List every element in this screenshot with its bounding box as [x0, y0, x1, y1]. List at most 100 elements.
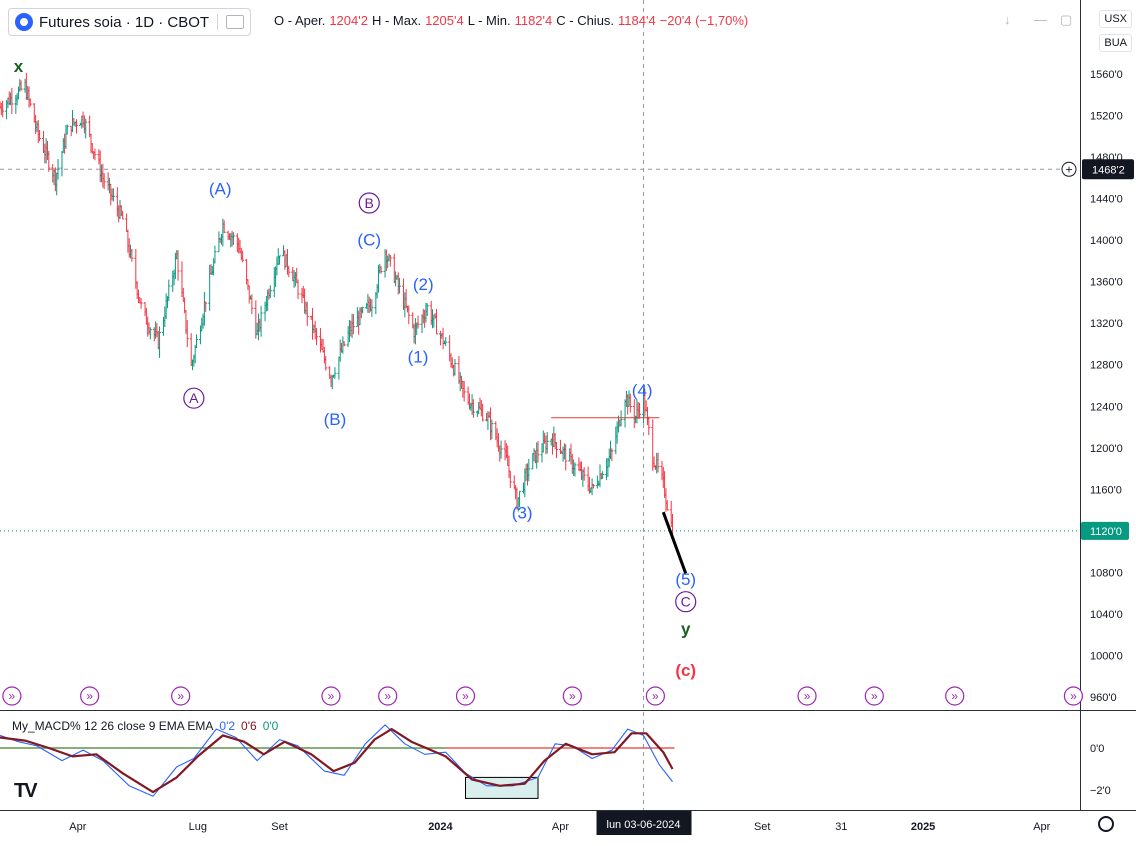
- wave-label: (2): [413, 275, 434, 294]
- macd-tick-label: −2'0: [1090, 785, 1111, 797]
- high-value: 1205'4: [425, 13, 464, 28]
- price-tick-label: 1560'0: [1090, 69, 1123, 81]
- low-label: L - Min.: [467, 13, 511, 28]
- event-marker-glyph: »: [86, 689, 93, 703]
- event-marker-icon[interactable]: [80, 686, 100, 706]
- event-marker-icon[interactable]: [171, 686, 191, 706]
- wave-label: (5): [675, 570, 696, 589]
- macd-value-3: 0'0: [262, 719, 279, 733]
- header-divider: [217, 14, 219, 30]
- event-marker-icon[interactable]: [455, 686, 476, 706]
- projection-line[interactable]: [661, 511, 688, 574]
- maximize-icon[interactable]: ▢: [1060, 12, 1073, 27]
- event-marker-glyph: »: [804, 689, 811, 703]
- time-tick-label: Set: [271, 821, 288, 833]
- gear-icon[interactable]: [1098, 816, 1114, 832]
- arrow-down-icon[interactable]: ↓: [1004, 12, 1011, 27]
- ohlc-readout: O - Aper. 1204'2 H - Max. 1205'4 L - Min…: [274, 13, 748, 28]
- event-marker-icon[interactable]: [645, 686, 665, 706]
- wave-label: (3): [512, 503, 533, 522]
- time-tick-label: Apr: [1033, 821, 1050, 833]
- wave-label: (4): [632, 381, 653, 400]
- price-tick-label: 1160'0: [1090, 484, 1122, 496]
- crosshair-price-badge: [1082, 159, 1134, 180]
- wave-label: B: [365, 195, 374, 211]
- event-marker-icon[interactable]: [864, 686, 884, 706]
- time-tick-label: 2024: [428, 821, 453, 833]
- event-marker-glyph: »: [1070, 689, 1077, 703]
- last-price-badge: [1081, 521, 1129, 540]
- unit-select[interactable]: BUA: [1099, 34, 1132, 52]
- wave-label: C: [681, 594, 691, 610]
- open-label: O - Aper.: [274, 13, 326, 28]
- crosshair-price-label: 1468'2: [1092, 164, 1125, 176]
- event-marker-icon[interactable]: [321, 686, 341, 706]
- macd-signal-line: [0, 728, 674, 794]
- compare-icon[interactable]: [226, 15, 245, 29]
- high-label: H - Max.: [371, 13, 422, 28]
- event-marker-glyph: »: [951, 689, 958, 703]
- low-value: 1182'4: [514, 13, 553, 28]
- change-value: −20'4 (−1,70%): [659, 13, 749, 28]
- event-marker-glyph: »: [569, 689, 576, 703]
- price-tick-label: 1080'0: [1090, 567, 1123, 579]
- price-tick-label: 1240'0: [1090, 401, 1123, 413]
- time-tick-label: Set: [754, 821, 771, 833]
- macd-value-1: 0'2: [219, 719, 236, 733]
- event-marker-glyph: »: [384, 689, 391, 703]
- open-value: 1204'2: [329, 13, 368, 28]
- macd-line: [0, 724, 673, 797]
- event-marker-icon[interactable]: [945, 686, 965, 706]
- wave-label: (B): [324, 410, 347, 429]
- close-label: C - Chius.: [556, 13, 615, 28]
- wave-label: (A): [209, 179, 232, 198]
- event-marker-glyph: »: [652, 689, 659, 703]
- wave-label: (c): [675, 661, 696, 680]
- event-marker-glyph: »: [462, 689, 469, 703]
- scale-controls: USX BUA: [1099, 10, 1132, 52]
- macd-legend[interactable]: My_MACD% 12 26 close 9 EMA EMA 0'2 0'6 0…: [12, 719, 278, 733]
- event-marker-icon[interactable]: [562, 686, 582, 706]
- price-tick-label: 1360'0: [1090, 277, 1123, 289]
- crosshair-date-label: lun 03-06-2024: [607, 819, 681, 831]
- symbol-logo-icon: [15, 13, 33, 31]
- price-tick-label: 1040'0: [1090, 609, 1123, 621]
- event-marker-glyph: »: [328, 689, 335, 703]
- time-tick-label: 31: [835, 821, 847, 833]
- symbol-header[interactable]: Futures soia · 1D · CBOT: [8, 8, 252, 36]
- time-tick-label: 2025: [911, 821, 935, 833]
- price-tick-label: 1320'0: [1090, 318, 1123, 330]
- add-alert-icon[interactable]: [1061, 161, 1077, 177]
- price-tick-label: 1400'0: [1090, 235, 1123, 247]
- symbol-title: Futures soia · 1D · CBOT: [39, 13, 210, 31]
- wave-label: x: [14, 57, 24, 76]
- add-alert-plus: +: [1065, 162, 1072, 176]
- minimize-icon[interactable]: —: [1034, 12, 1047, 27]
- event-marker-glyph: »: [871, 689, 878, 703]
- price-tick-label: 1200'0: [1090, 443, 1123, 455]
- currency-select[interactable]: USX: [1099, 10, 1132, 28]
- event-marker-icon[interactable]: [378, 686, 398, 706]
- wave-label-circle[interactable]: [358, 192, 380, 214]
- event-marker-icon[interactable]: [2, 686, 22, 706]
- wave-label: A: [189, 390, 199, 406]
- price-tick-label: 960'0: [1090, 692, 1117, 704]
- event-marker-icon[interactable]: [1063, 686, 1084, 706]
- wave-label-circle[interactable]: [675, 591, 697, 613]
- time-tick-label: Apr: [552, 821, 569, 833]
- event-marker-glyph: »: [177, 689, 184, 703]
- macd-value-2: 0'6: [241, 719, 257, 733]
- crosshair-date-badge: [596, 811, 692, 835]
- price-tick-label: 1520'0: [1090, 111, 1123, 123]
- macd-title: My_MACD% 12 26 close 9 EMA EMA: [12, 719, 214, 733]
- price-tick-label: 1440'0: [1090, 194, 1123, 206]
- last-price-label: 1120'0: [1090, 526, 1122, 538]
- tradingview-logo-icon: TV: [14, 780, 38, 802]
- wave-label: y: [681, 620, 691, 639]
- macd-tick-label: 0'0: [1090, 743, 1104, 755]
- event-marker-icon[interactable]: [797, 686, 817, 706]
- time-tick-label: Lug: [189, 821, 207, 833]
- close-value: 1184'4: [618, 13, 656, 28]
- wave-label-circle[interactable]: [183, 387, 205, 409]
